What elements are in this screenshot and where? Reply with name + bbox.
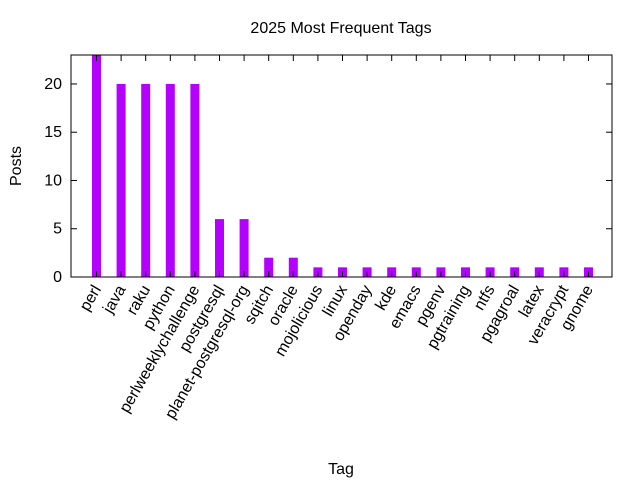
plot-area: 05101520perljavarakupythonperlweeklychal… [44,55,612,422]
y-tick-label: 10 [44,172,62,189]
y-tick-label: 20 [44,76,62,93]
bar [215,219,224,277]
y-tick-label: 5 [53,221,62,238]
bar [264,257,274,277]
x-tick-label: java [100,282,130,317]
bar [288,257,298,277]
bar [92,55,101,277]
bar [116,83,126,278]
y-axis-label: Posts [8,146,25,186]
bar [141,83,151,278]
chart-title: 2025 Most Frequent Tags [250,20,431,37]
bar [165,83,175,278]
bar [190,83,200,278]
y-tick-label: 0 [53,269,62,286]
bar [239,219,249,277]
x-axis-label: Tag [328,461,354,478]
plot-frame [70,54,613,278]
y-tick-label: 15 [44,124,62,141]
